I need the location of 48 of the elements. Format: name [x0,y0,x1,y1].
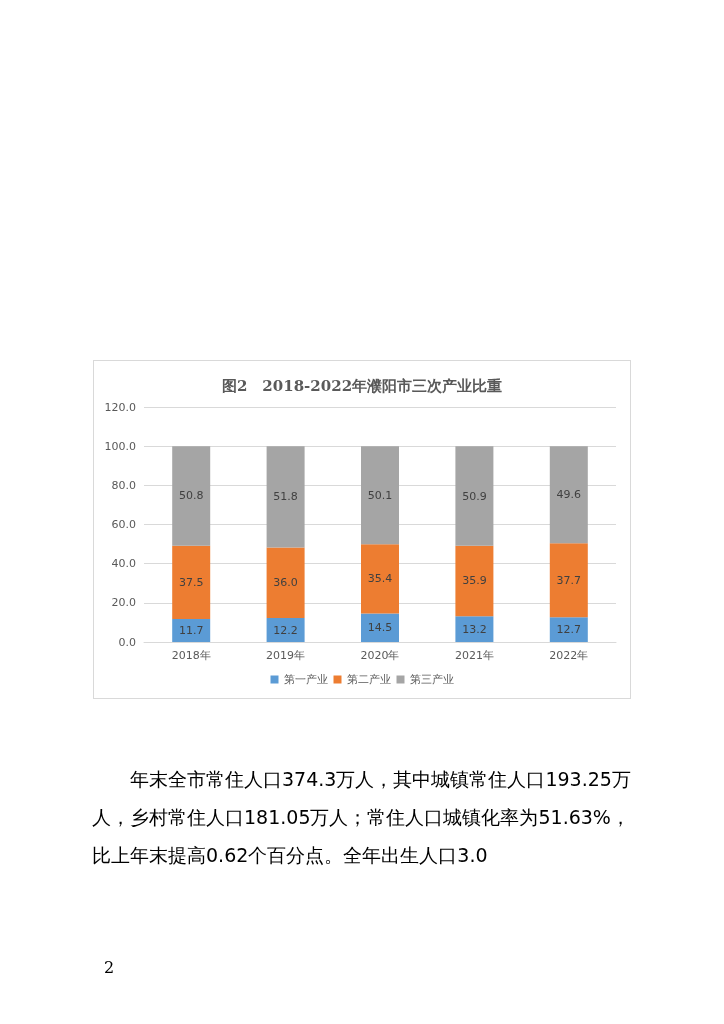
bar [172,619,211,642]
data-label: 12.2 [273,623,298,637]
bar [455,616,494,642]
text: 2 [104,958,115,977]
bar [455,446,494,546]
y-tick-label: 100.0 [104,439,136,453]
data-label: 37.7 [556,573,582,587]
data-label: 50.8 [178,489,204,503]
text: 年末全市常住人口374.3万人，其中城镇常住人口193.25万人，乡村常住人口181.05万人；常住人口城镇化率为51.63%，比上年末提高0.62个百分点。全年出生人口3.0 [92,767,632,868]
y-tick-label: 20.0 [111,596,136,610]
data-label: 35.4 [367,572,393,586]
legend-label: 第二产业 [346,673,391,686]
y-tick-label: 120.0 [104,400,136,414]
y-tick-label: 0.0 [118,635,136,649]
data-label: 14.5 [367,621,393,635]
y-tick-label: 40.0 [111,557,136,571]
data-label: 37.5 [178,575,204,589]
bar [549,543,588,618]
chart-title: 图2 2018-2022年濮阳市三次产业比重 [221,376,503,395]
bar [549,617,588,642]
y-tick-label: 60.0 [111,518,136,531]
x-tick-label: 2021年 [454,649,494,662]
legend-label: 第一产业 [283,673,328,686]
x-tick-label: 2020年 [360,649,400,662]
x-tick-label: 2018年 [171,649,211,662]
bar [172,545,211,620]
data-label: 11.7 [178,624,204,638]
data-label: 35.9 [462,574,487,588]
bar [361,446,399,545]
data-label: 12.7 [556,623,582,637]
bar [361,544,399,614]
data-label: 13.2 [462,622,487,636]
y-tick-label: 80.0 [111,478,136,492]
bar [266,618,305,642]
x-tick-label: 2022年 [549,649,589,662]
data-label: 51.8 [273,490,298,504]
bar [172,446,211,546]
bar [455,545,494,617]
legend-label: 第三产业 [409,673,454,686]
bar [549,446,588,544]
bar [266,446,305,548]
x-tick-label: 2019年 [266,649,306,662]
data-label: 50.9 [462,489,487,503]
bar [266,547,305,619]
data-label: 50.1 [367,488,393,502]
data-label: 49.6 [556,488,582,502]
data-label: 36.0 [273,576,298,590]
bar [361,613,399,642]
